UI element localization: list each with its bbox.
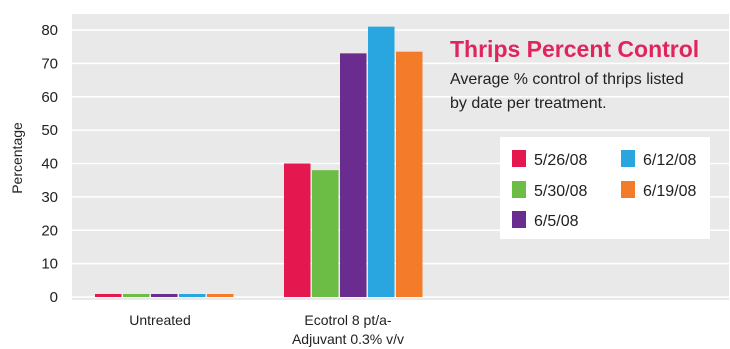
- y-tick-label: 10: [41, 256, 58, 273]
- legend-label: 6/12/08: [643, 152, 696, 169]
- bar: [95, 294, 122, 297]
- y-tick-label: 70: [41, 55, 58, 72]
- bar: [179, 294, 206, 297]
- legend-box: [500, 137, 710, 239]
- legend-swatch: [621, 150, 635, 167]
- legend-label: 6/5/08: [534, 213, 579, 230]
- y-axis-label: Percentage: [9, 122, 25, 194]
- y-tick-label: 30: [41, 189, 58, 206]
- x-category-label: Untreated: [129, 312, 190, 328]
- bar: [340, 53, 367, 297]
- legend: 5/26/08 5/30/08 6/5/08 6/12/08 6/19/08: [500, 137, 710, 239]
- x-category-label: Ecotrol 8 pt/a-: [304, 312, 391, 328]
- legend-label: 5/26/08: [534, 152, 587, 169]
- x-category-label: Adjuvant 0.3% v/v: [292, 331, 404, 347]
- category-labels: Untreated Ecotrol 8 pt/a- Adjuvant 0.3% v/…: [129, 312, 404, 347]
- chart-subtitle-line-2: by date per treatment.: [450, 95, 607, 112]
- y-tick-label: 80: [41, 22, 58, 39]
- bar: [284, 163, 311, 297]
- chart-subtitle-line-1: Average % control of thrips listed: [450, 71, 684, 88]
- bar: [123, 294, 150, 297]
- legend-label: 6/19/08: [643, 183, 696, 200]
- y-tick-label: 20: [41, 222, 58, 239]
- y-tick-label: 60: [41, 89, 58, 106]
- bar: [151, 294, 178, 297]
- legend-swatch: [512, 211, 526, 228]
- legend-swatch: [512, 181, 526, 198]
- legend-swatch: [512, 150, 526, 167]
- bar: [207, 294, 234, 297]
- y-tick-label: 40: [41, 156, 58, 173]
- bar: [312, 170, 339, 297]
- y-tick-label: 50: [41, 122, 58, 139]
- legend-label: 5/30/08: [534, 183, 587, 200]
- y-tick-label: 0: [50, 289, 58, 306]
- bars: [95, 26, 423, 297]
- y-axis-ticks: 0 10 20 30 40 50 60 70 80: [41, 22, 58, 306]
- bar: [396, 51, 423, 297]
- legend-swatch: [621, 181, 635, 198]
- bar: [368, 26, 395, 297]
- chart-title: Thrips Percent Control: [450, 36, 699, 62]
